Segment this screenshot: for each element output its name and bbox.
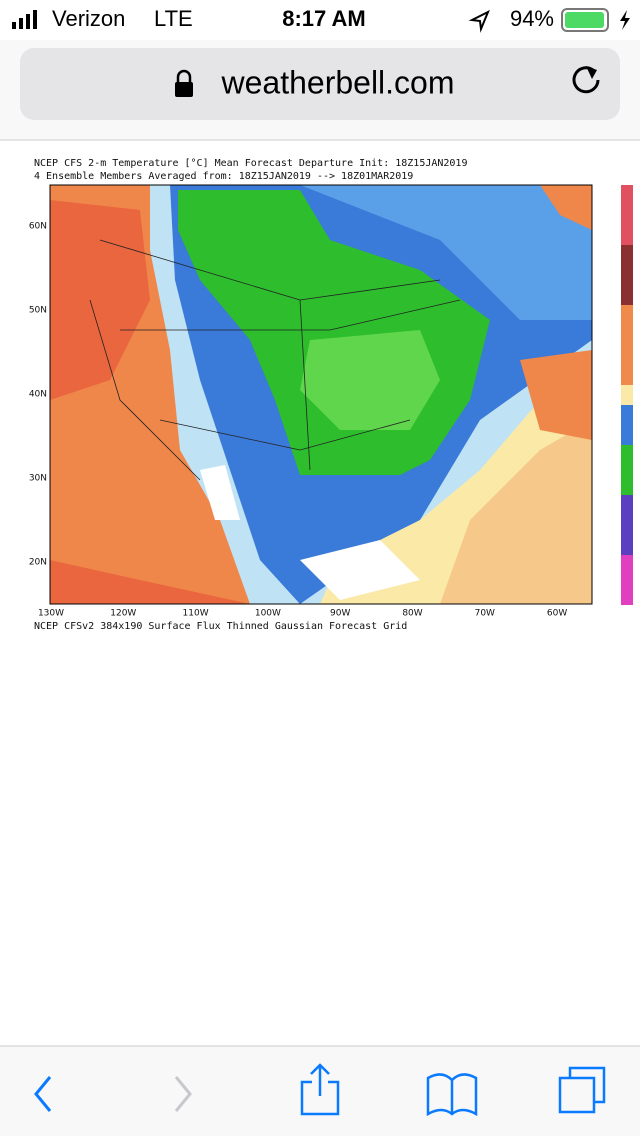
address-bar[interactable]: [20, 48, 620, 120]
network: LTE: [154, 6, 193, 31]
signal-bar: [26, 14, 30, 29]
map-region: [540, 185, 592, 230]
battery-level: [565, 12, 604, 28]
back-button[interactable]: [34, 1076, 52, 1112]
color-bar-segment: [621, 445, 633, 495]
longitude-label: 100W: [255, 609, 281, 619]
battery-outline: [561, 8, 609, 32]
longitude-label: 70W: [475, 609, 495, 619]
time: 8:17 AM: [282, 6, 366, 31]
battery-percent: 94%: [510, 6, 554, 31]
map-image: [49, 184, 593, 605]
longitude-label: 110W: [183, 609, 209, 619]
signal-bar: [12, 22, 16, 29]
map-footer: NCEP CFSv2 384x190 Surface Flux Thinned …: [34, 621, 407, 632]
latitude-label: 40N: [29, 390, 47, 400]
color-bar: [621, 185, 633, 605]
map-region: [200, 465, 240, 520]
map-borders: [89, 239, 461, 481]
map-subtitle: 4 Ensemble Members Averaged from: 18Z15J…: [34, 171, 413, 182]
map-frame: [49, 184, 593, 605]
longitude-label: 80W: [402, 609, 422, 619]
lock-shackle: [176, 69, 192, 82]
bookmarks-button[interactable]: [426, 1073, 478, 1117]
color-bar-segment: [621, 245, 633, 305]
map-region: [300, 185, 592, 320]
tabs-button[interactable]: [558, 1066, 606, 1114]
signal-bar: [33, 10, 37, 29]
forward-button[interactable]: [174, 1076, 192, 1112]
status-bar: Verizon LTE 8:17 AM 94%: [12, 6, 630, 33]
url[interactable]: weatherbell.com: [221, 64, 455, 100]
carrier: Verizon: [52, 6, 125, 31]
signal-bar: [19, 18, 23, 29]
map-region: [50, 560, 250, 604]
map-region: [300, 330, 440, 430]
map-region: [440, 420, 592, 604]
color-bar-segment: [621, 385, 633, 405]
map-region: [50, 200, 150, 400]
lock-icon: [175, 82, 193, 97]
map-region: [300, 540, 420, 600]
longitude-label: 130W: [38, 609, 64, 619]
color-bar-segment: [621, 405, 633, 445]
color-bar-segment: [621, 185, 633, 245]
reload-arrow: [586, 66, 597, 79]
latitude-label: 30N: [29, 474, 47, 484]
longitude-label: 120W: [110, 609, 136, 619]
color-bar-segment: [621, 495, 633, 555]
axis-labels: 60N 50N 40N 30N 20N 130W 120W 110W 100W 90W 80W 70W…: [29, 222, 568, 619]
map-title: NCEP CFS 2-m Temperature [°C] Mean Forec…: [34, 158, 467, 169]
latitude-label: 20N: [29, 558, 47, 568]
longitude-label: 60W: [547, 609, 567, 619]
longitude-label: 90W: [330, 609, 350, 619]
share-button[interactable]: [300, 1063, 340, 1116]
color-bar-segment: [621, 555, 633, 605]
color-bar-segment: [621, 305, 633, 385]
charging-icon: [620, 10, 630, 30]
map-region: [520, 350, 592, 440]
reload-icon[interactable]: [572, 66, 600, 94]
latitude-label: 60N: [29, 222, 47, 232]
location-icon: [468, 9, 490, 33]
latitude-label: 50N: [29, 306, 47, 316]
